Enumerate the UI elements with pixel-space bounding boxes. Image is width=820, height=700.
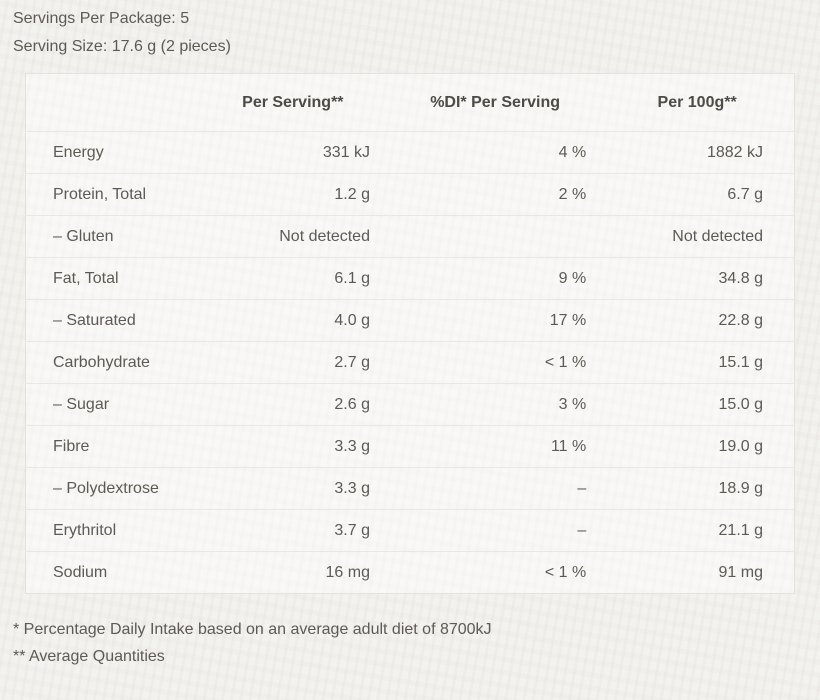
table-row: – Sugar 2.6 g 3 % 15.0 g	[25, 383, 795, 426]
per-100g-value: 18.9 g	[600, 467, 795, 510]
per-100g-value: Not detected	[600, 215, 795, 258]
di-value: 3 %	[389, 383, 601, 426]
per-serving-value: 16 mg	[195, 551, 390, 594]
table-row: Fat, Total 6.1 g 9 % 34.8 g	[25, 257, 795, 300]
nutrient-name: – Gluten	[25, 215, 196, 258]
serving-size-text: Serving Size: 17.6 g (2 pieces)	[13, 38, 231, 55]
di-value: < 1 %	[389, 551, 601, 594]
nutrient-name: – Sugar	[25, 383, 196, 426]
di-value: 11 %	[389, 425, 601, 468]
col-header-nutrient	[26, 74, 196, 132]
per-serving-value: 3.3 g	[195, 467, 390, 510]
table-row: Fibre 3.3 g 11 % 19.0 g	[25, 425, 795, 468]
table-row: Protein, Total 1.2 g 2 % 6.7 g	[25, 173, 795, 216]
nutrient-name: Energy	[25, 131, 196, 174]
table-row: Sodium 16 mg < 1 % 91 mg	[25, 551, 795, 594]
per-serving-value: 2.7 g	[195, 341, 390, 384]
nutrient-name: Sodium	[25, 551, 196, 594]
per-100g-value: 6.7 g	[600, 173, 795, 216]
footnote-average-quantities: ** Average Quantities	[13, 648, 165, 665]
per-serving-value: 2.6 g	[195, 383, 390, 426]
nutrient-name: Fat, Total	[25, 257, 196, 300]
footnote-daily-intake: * Percentage Daily Intake based on an av…	[13, 621, 492, 638]
per-serving-value: 331 kJ	[195, 131, 390, 174]
nutrient-name: – Polydextrose	[25, 467, 196, 510]
per-100g-value: 21.1 g	[600, 509, 795, 552]
table-row: – Polydextrose 3.3 g – 18.9 g	[25, 467, 795, 510]
nutrient-name: Carbohydrate	[25, 341, 196, 384]
table-header-row: Per Serving** %DI* Per Serving Per 100g*…	[26, 74, 795, 132]
per-serving-value: 3.7 g	[195, 509, 390, 552]
table-row: Energy 331 kJ 4 % 1882 kJ	[25, 131, 795, 174]
per-100g-value: 34.8 g	[600, 257, 795, 300]
table-row: Erythritol 3.7 g – 21.1 g	[25, 509, 795, 552]
col-header-per-serving: Per Serving**	[242, 93, 344, 111]
nutrition-table: Per Serving** %DI* Per Serving Per 100g*…	[25, 73, 795, 594]
nutrient-name: Fibre	[25, 425, 196, 468]
per-serving-value: 1.2 g	[195, 173, 390, 216]
di-value: 4 %	[389, 131, 601, 174]
per-serving-value: 4.0 g	[195, 299, 390, 342]
nutrition-information-panel: Servings Per Package: 5 Serving Size: 17…	[0, 0, 820, 670]
di-value	[389, 215, 601, 258]
per-100g-value: 19.0 g	[600, 425, 795, 468]
col-header-di-per-serving: %DI* Per Serving	[430, 93, 561, 111]
per-100g-value: 15.1 g	[600, 341, 795, 384]
di-value: < 1 %	[389, 341, 601, 384]
per-100g-value: 22.8 g	[600, 299, 795, 342]
nutrient-name: Protein, Total	[25, 173, 196, 216]
table-row: – Saturated 4.0 g 17 % 22.8 g	[25, 299, 795, 342]
nutrient-name: Erythritol	[25, 509, 196, 552]
di-value: –	[389, 467, 601, 510]
per-100g-value: 91 mg	[600, 551, 795, 594]
serving-info: Servings Per Package: 5 Serving Size: 17…	[0, 0, 820, 59]
per-100g-value: 15.0 g	[600, 383, 795, 426]
per-100g-value: 1882 kJ	[600, 131, 795, 174]
per-serving-value: Not detected	[195, 215, 390, 258]
per-serving-value: 6.1 g	[195, 257, 390, 300]
servings-per-package-text: Servings Per Package: 5	[13, 10, 190, 27]
per-serving-value: 3.3 g	[195, 425, 390, 468]
table-row: Carbohydrate 2.7 g < 1 % 15.1 g	[25, 341, 795, 384]
footnotes: * Percentage Daily Intake based on an av…	[13, 616, 820, 670]
col-header-per-100g: Per 100g**	[657, 93, 737, 111]
di-value: 2 %	[389, 173, 601, 216]
di-value: –	[389, 509, 601, 552]
nutrient-name: – Saturated	[25, 299, 196, 342]
di-value: 17 %	[389, 299, 601, 342]
di-value: 9 %	[389, 257, 601, 300]
table-row: – Gluten Not detected Not detected	[25, 215, 795, 258]
